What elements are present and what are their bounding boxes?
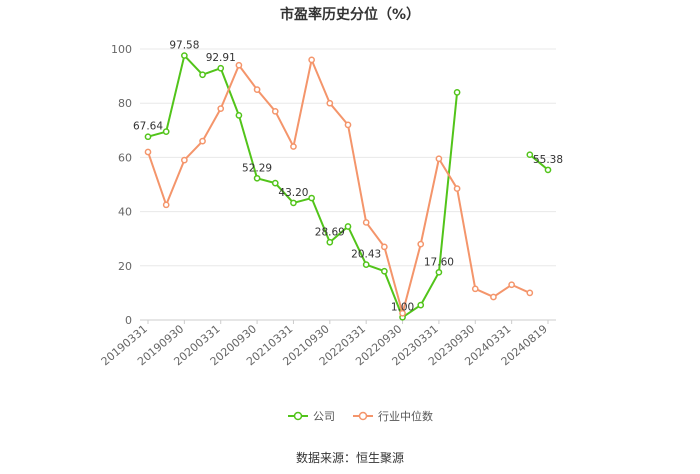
y-tick-label-100: 100 xyxy=(111,43,132,56)
data-point[interactable] xyxy=(471,285,479,293)
series-line xyxy=(147,54,459,319)
series-line xyxy=(529,153,549,171)
series-1 xyxy=(144,56,534,317)
data-label: 43.20 xyxy=(278,187,308,199)
data-point[interactable] xyxy=(435,268,443,276)
data-point[interactable] xyxy=(235,61,243,69)
legend-item-1[interactable]: 行业中位数 xyxy=(353,409,433,423)
data-point[interactable] xyxy=(453,185,461,192)
data-point[interactable] xyxy=(381,243,388,251)
data-point[interactable] xyxy=(199,71,206,79)
data-point[interactable] xyxy=(399,309,406,317)
data-point[interactable] xyxy=(435,155,443,163)
data-label: 28.69 xyxy=(315,226,345,238)
data-label: 97.58 xyxy=(169,40,199,52)
data-point[interactable] xyxy=(362,219,370,226)
legend-label: 公司 xyxy=(313,410,335,423)
data-point[interactable] xyxy=(144,148,152,156)
data-label: 55.38 xyxy=(533,154,563,166)
data-point[interactable] xyxy=(271,179,279,187)
data-point[interactable] xyxy=(417,301,425,309)
legend-swatch-point xyxy=(358,411,368,421)
grid-lines xyxy=(140,48,556,267)
data-point[interactable] xyxy=(526,289,534,297)
data-point[interactable] xyxy=(326,99,334,107)
data-point[interactable] xyxy=(199,137,206,145)
data-point[interactable] xyxy=(508,281,515,289)
series-0 xyxy=(144,52,552,321)
y-tick-label-0: 0 xyxy=(125,314,132,327)
data-point[interactable] xyxy=(326,238,334,246)
y-tick-label-20: 20 xyxy=(118,260,132,273)
data-point[interactable] xyxy=(526,151,534,159)
data-point[interactable] xyxy=(453,89,461,96)
data-point[interactable] xyxy=(181,156,188,164)
data-point[interactable] xyxy=(253,174,261,182)
data-point[interactable] xyxy=(490,293,497,301)
data-label: 67.64 xyxy=(133,121,163,133)
legend-swatch-point xyxy=(293,411,303,421)
data-point[interactable] xyxy=(308,56,315,64)
data-label: 1.00 xyxy=(391,301,414,313)
legend-label: 行业中位数 xyxy=(378,409,433,423)
data-point[interactable] xyxy=(217,64,225,72)
data-point[interactable] xyxy=(308,194,315,202)
series-layer xyxy=(144,52,552,321)
y-tick-label-40: 40 xyxy=(118,206,132,219)
data-point[interactable] xyxy=(290,199,297,207)
data-label: 92.91 xyxy=(206,52,236,64)
data-point[interactable] xyxy=(253,86,261,94)
data-point[interactable] xyxy=(344,121,352,129)
data-point[interactable] xyxy=(162,128,170,136)
data-label: 52.29 xyxy=(242,162,272,174)
data-point[interactable] xyxy=(271,107,279,115)
data-point[interactable] xyxy=(181,52,188,59)
data-source: 数据来源：恒生聚源 xyxy=(296,450,404,465)
data-point[interactable] xyxy=(417,240,425,248)
data-point[interactable] xyxy=(290,143,297,150)
series-line xyxy=(147,58,531,315)
data-point[interactable] xyxy=(162,201,170,209)
legend-item-0[interactable]: 公司 xyxy=(288,410,335,423)
data-point[interactable] xyxy=(381,267,388,275)
data-label: 20.43 xyxy=(351,249,381,261)
legend[interactable]: 公司 行业中位数 xyxy=(288,409,433,423)
data-point[interactable] xyxy=(544,166,552,174)
data-labels: 67.64 97.58 92.91 52.29 43.20 28.69 20.43 1.00 1… xyxy=(133,40,563,314)
data-point[interactable] xyxy=(144,133,152,141)
data-point[interactable] xyxy=(217,105,225,112)
data-label: 17.60 xyxy=(424,256,454,268)
data-point[interactable] xyxy=(344,223,352,230)
chart-title: 市盈率历史分位（%） xyxy=(280,6,420,23)
y-tick-label-60: 60 xyxy=(118,151,132,164)
data-point[interactable] xyxy=(235,112,243,119)
data-point[interactable] xyxy=(362,261,370,268)
y-tick-label-80: 80 xyxy=(118,97,132,110)
